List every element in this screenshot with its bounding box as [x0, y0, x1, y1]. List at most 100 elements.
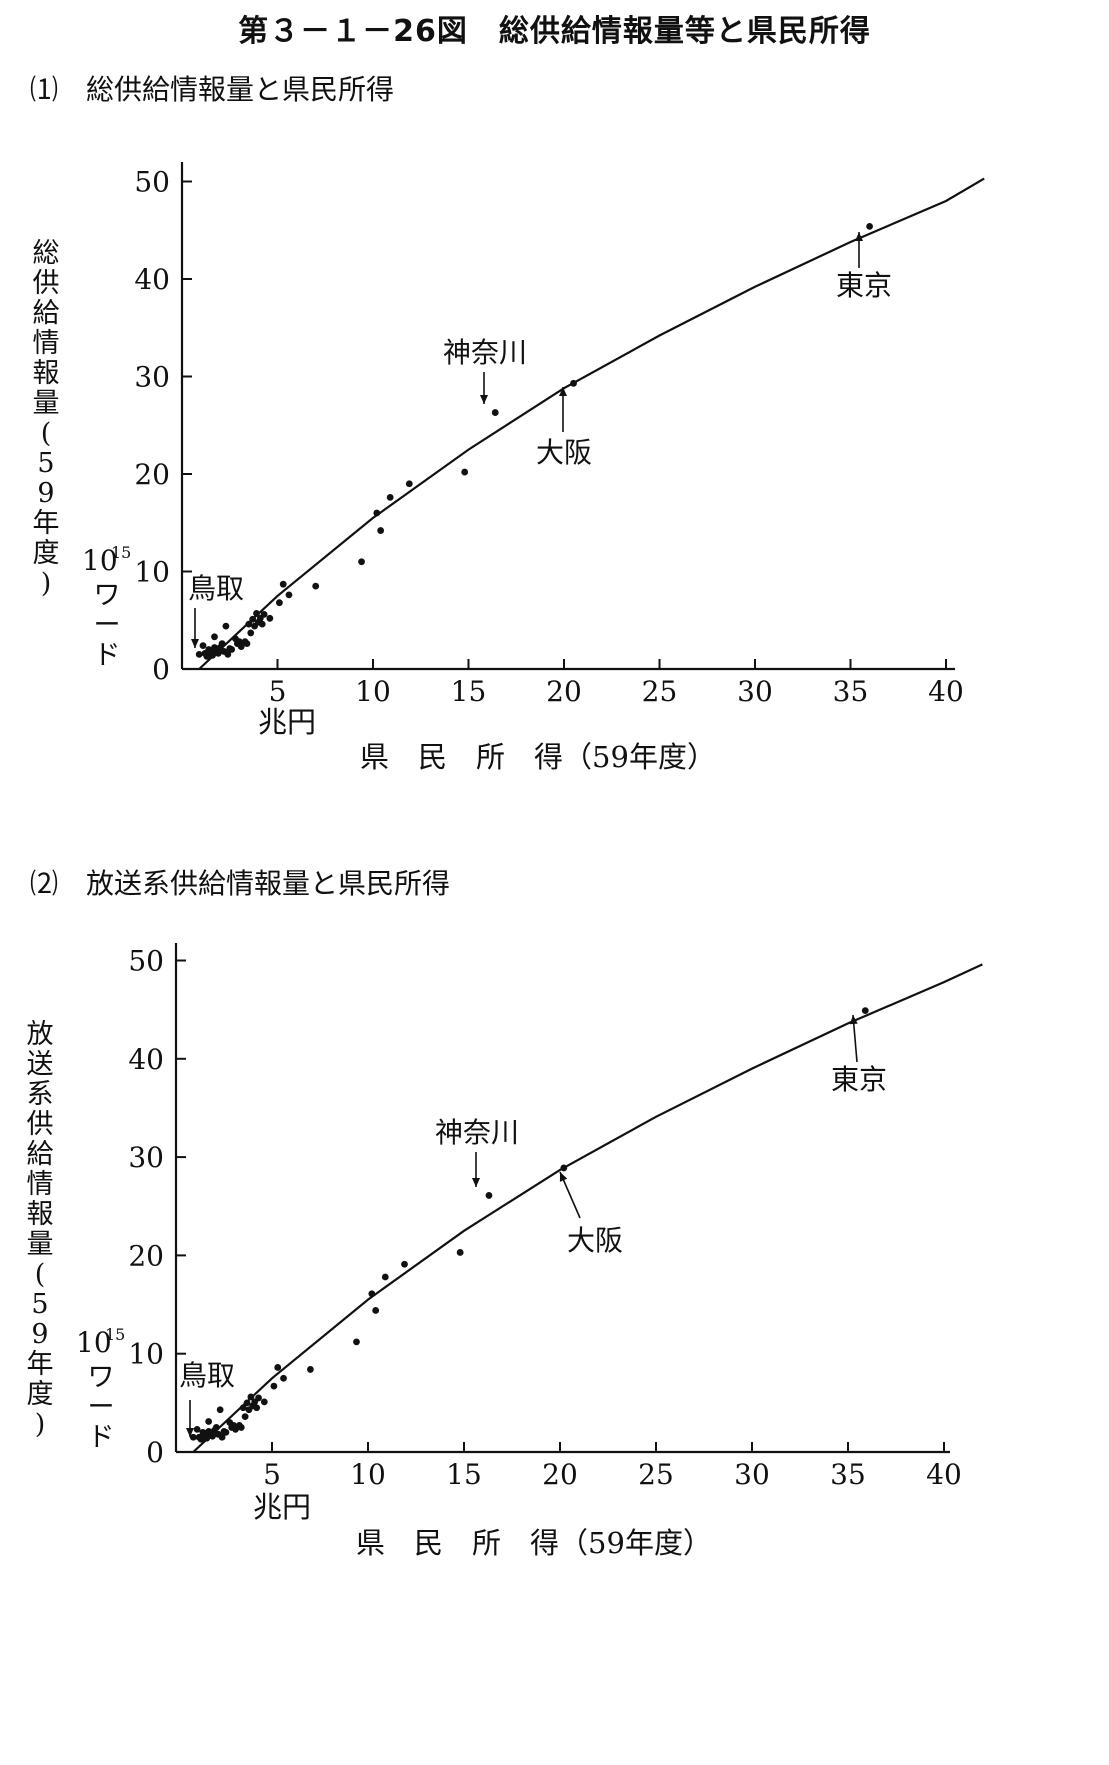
chart-1-x-tick-label: 25	[642, 675, 678, 708]
chart-1-data-point	[243, 640, 251, 648]
chart-1-data-point	[491, 409, 499, 416]
chart-1-data-point	[266, 614, 274, 622]
chart-1-data-point	[247, 629, 255, 637]
chart-2-x-label: 県 民 所 得（59年度）	[356, 1526, 712, 1560]
chart-2-data-point	[353, 1338, 360, 1346]
chart-2-x-tick-label: 20	[542, 1458, 578, 1491]
chart-2-x-tick-label: 35	[830, 1458, 866, 1491]
chart-2-y-unit-char: ワ	[88, 1362, 115, 1393]
chart-1-y-label-char: )	[41, 568, 52, 599]
chart-1-data-point	[373, 509, 381, 517]
chart-1-y-unit-char: ド	[94, 640, 121, 671]
chart-2-data-point	[307, 1366, 314, 1373]
chart-1-x-unit: 兆円	[258, 705, 316, 739]
chart-1-y-label-char: 年	[33, 508, 60, 539]
chart-1-data-point	[228, 646, 236, 653]
chart-2-data-point	[372, 1307, 380, 1314]
chart-1-data-point	[405, 480, 413, 488]
chart-1-data-point	[461, 468, 469, 476]
chart-2-y-tick-label: 20	[128, 1239, 164, 1272]
chart-2-x-tick-label: 10	[350, 1458, 386, 1491]
chart-2-data-point	[216, 1406, 224, 1414]
chart-1-data-point	[224, 650, 232, 658]
chart-1-annotation-arrowhead	[191, 639, 199, 648]
chart-2-data-point	[381, 1273, 389, 1281]
chart-1-x-tick-label: 35	[833, 675, 869, 708]
chart-2-y-tick-label: 30	[128, 1141, 164, 1174]
chart-2-y-label-char: 送	[27, 1049, 54, 1080]
chart-2-data-point	[861, 1007, 869, 1015]
chart-2-y-label-char: 9	[31, 1319, 48, 1350]
chart-1-annotation-label: 鳥取	[188, 572, 244, 605]
chart-1-data-point	[358, 558, 365, 566]
chart-2-y-label-char: 放	[27, 1019, 54, 1050]
chart-2-x-tick-label: 25	[638, 1458, 674, 1491]
chart-2-y-label-char: 供	[27, 1109, 54, 1140]
chart-2-data-point	[239, 1404, 247, 1412]
chart-2-data-point	[193, 1425, 201, 1433]
chart-2-y-label-char: 度	[27, 1379, 54, 1410]
chart-2-x-tick-label: 40	[926, 1458, 962, 1491]
chart-2-data-point	[212, 1424, 220, 1431]
chart-1-y-tick-label: 20	[134, 458, 170, 491]
chart-2-y-label-char: 5	[31, 1289, 48, 1320]
chart-2-y-label-char: 年	[27, 1349, 54, 1380]
chart-2-data-point	[456, 1249, 464, 1256]
chart-1-annotation-arrowhead	[559, 387, 567, 396]
chart-1-x-tick-label: 10	[355, 675, 391, 708]
chart-1-annotation-label: 大阪	[536, 436, 592, 469]
chart-2-fit-curve	[192, 963, 983, 1453]
chart-2-data-point	[243, 1399, 251, 1407]
chart-2-data-point	[280, 1374, 287, 1382]
chart-2-data-point	[485, 1192, 493, 1199]
chart-1-x-label: 県 民 所 得（59年度）	[360, 740, 716, 774]
chart-1-data-point	[285, 591, 293, 599]
chart-2-y-tick-label: 0	[146, 1436, 164, 1469]
chart-1-data-point	[386, 494, 394, 501]
chart-2-data-point	[260, 1398, 268, 1406]
chart-2-y-unit-exponent: 15	[105, 1325, 125, 1344]
chart-1-y-tick-label: 50	[134, 166, 170, 199]
chart-1-data-point	[222, 622, 230, 630]
figure-title: 第３－１－26図 総供給情報量等と県民所得	[238, 14, 871, 49]
chart-1-data-point	[866, 222, 873, 230]
chart-2-annotation-label: 東京	[831, 1063, 887, 1096]
chart-2-subtitle: ⑵ 放送系供給情報量と県民所得	[30, 867, 451, 900]
chart-1-y-label-char: 5	[37, 448, 54, 479]
chart-2-x-tick-label: 5	[263, 1458, 281, 1491]
chart-2-data-point	[218, 1433, 226, 1441]
chart-1-y-label-char: 報	[33, 358, 60, 389]
chart-1-data-point	[214, 650, 222, 657]
chart-2-data-point	[189, 1433, 197, 1441]
chart-1-data-point	[276, 599, 283, 607]
chart-2-y-tick-label: 40	[128, 1043, 164, 1076]
chart-1-y-label-char: 供	[33, 268, 60, 299]
chart-1-data-point	[377, 527, 385, 534]
chart-1-data-point	[199, 642, 207, 649]
chart-2-y-label-char: 系	[27, 1079, 54, 1110]
chart-2-x-unit: 兆円	[253, 1490, 311, 1524]
chart-1-y-unit-char: ー	[94, 610, 121, 641]
chart-1-data-point	[258, 620, 266, 628]
chart-1-data-point	[312, 582, 320, 590]
chart-2-annotation-label: 大阪	[567, 1224, 623, 1257]
chart-2-y-unit-char: ド	[88, 1422, 115, 1453]
chart-2-data-point	[560, 1164, 568, 1172]
chart-1-y-label-char: 総	[33, 238, 60, 269]
chart-2-annotation-arrowhead	[559, 1172, 568, 1182]
chart-2-y-label-char: 給	[27, 1139, 54, 1170]
chart-2-y-label-char: )	[35, 1409, 46, 1440]
chart-1-annotation-label: 東京	[836, 269, 892, 302]
chart-1-x-tick-label: 5	[269, 675, 287, 708]
chart-1-data-point	[195, 650, 203, 658]
chart-1-x-tick-label: 30	[737, 675, 773, 708]
chart-1-data-point	[249, 615, 257, 623]
chart-2-data-point	[209, 1432, 216, 1440]
chart-2-data-point	[274, 1364, 282, 1371]
chart-1-annotation-arrowhead	[480, 395, 488, 404]
chart-2-y-unit-char: ー	[88, 1392, 115, 1423]
chart-2-data-point	[247, 1393, 255, 1401]
chart-2-data-point	[270, 1382, 278, 1390]
